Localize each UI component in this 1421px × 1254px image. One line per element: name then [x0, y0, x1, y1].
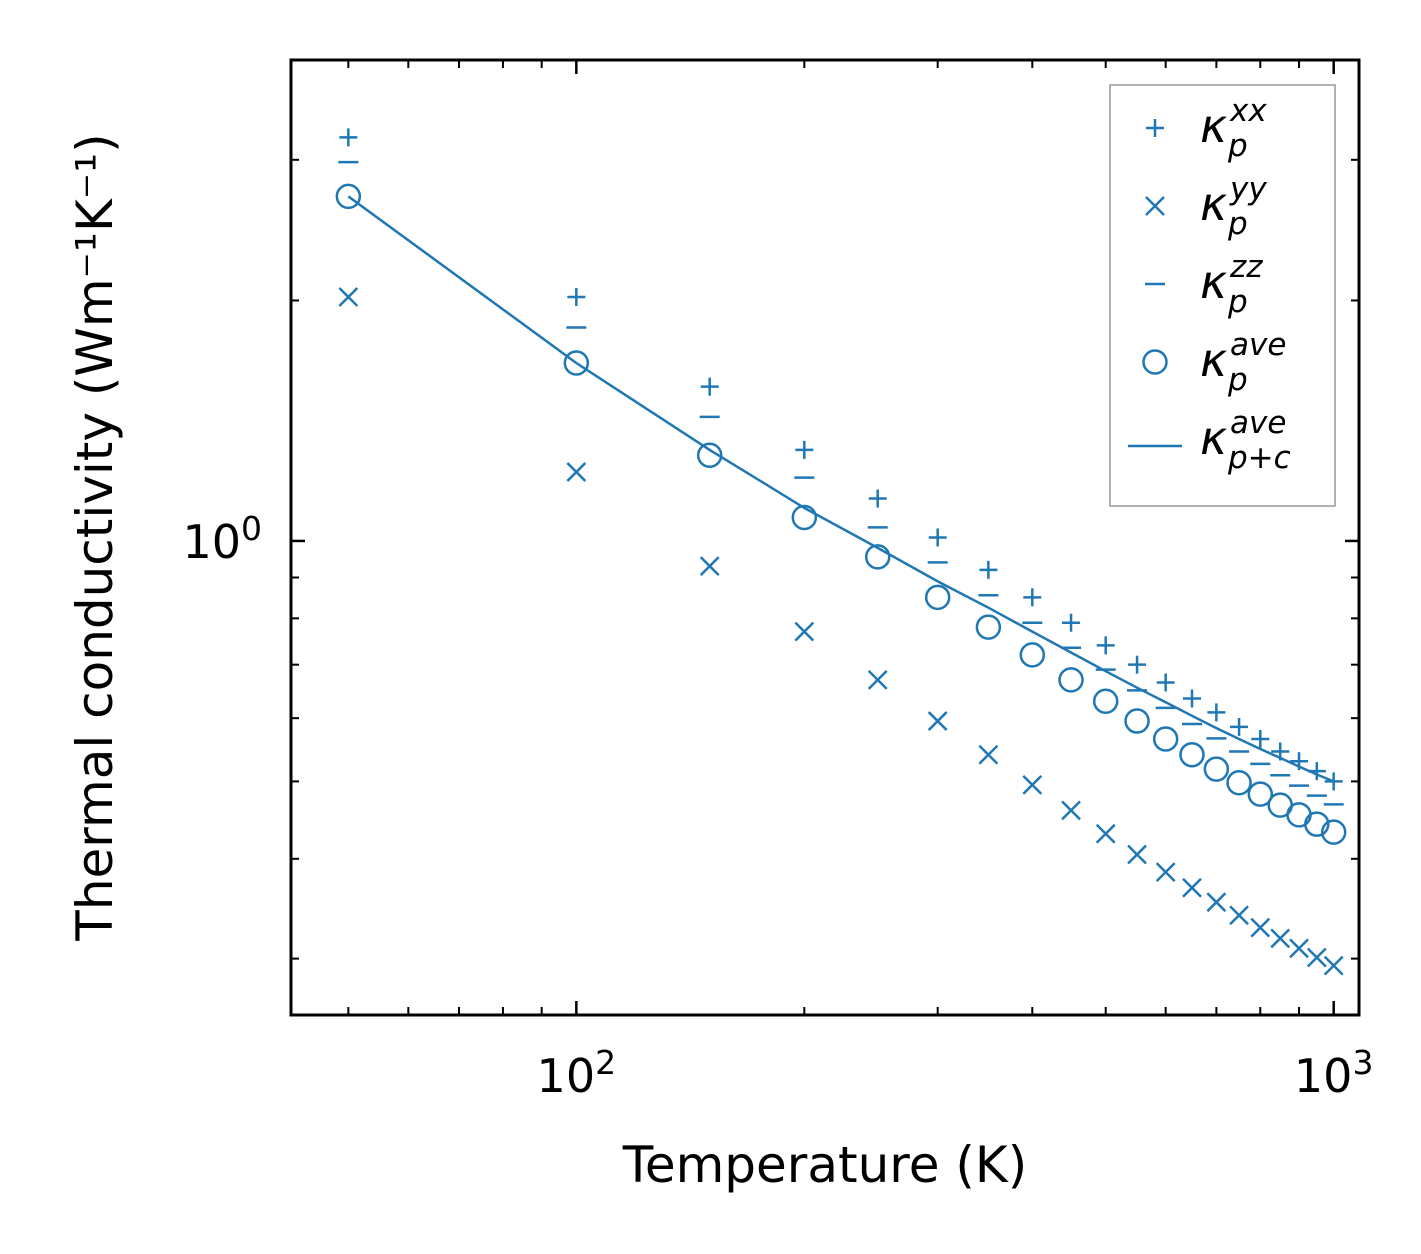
point-xx — [339, 128, 358, 147]
point-ave — [1019, 642, 1046, 668]
series-line-ave_pc — [347, 195, 1335, 783]
point-ave — [1058, 667, 1084, 693]
point-xx — [979, 560, 998, 579]
point-yy — [1289, 938, 1309, 959]
legend-marker-yy — [1145, 196, 1165, 216]
legend-entry-yy: κpyy — [1145, 171, 1267, 242]
point-yy — [1182, 877, 1202, 898]
legend-marker-ave — [1142, 349, 1168, 375]
point-xx — [1207, 703, 1226, 722]
series-xx — [339, 128, 1343, 791]
point-ave — [1092, 688, 1119, 714]
point-xx — [795, 440, 814, 459]
point-yy — [338, 287, 359, 307]
point-ave — [1226, 770, 1252, 796]
point-yy — [1250, 917, 1271, 938]
point-ave — [864, 544, 891, 570]
point-yy — [699, 556, 720, 576]
point-ave — [1179, 741, 1205, 768]
legend-label-zz: κpzz — [1200, 249, 1263, 320]
legend-marker-xx — [1146, 119, 1164, 137]
x-axis-label: Temperature (K) — [622, 1136, 1027, 1194]
point-yy — [1206, 892, 1227, 913]
point-xx — [700, 377, 719, 396]
point-yy — [794, 621, 815, 642]
point-xx — [1156, 673, 1175, 692]
point-xx — [1230, 717, 1249, 736]
point-yy — [1323, 955, 1344, 976]
point-xx — [1182, 689, 1201, 708]
point-yy — [1306, 947, 1327, 968]
legend-entry-ave_pc: κp+cave — [1128, 405, 1291, 476]
series-ave_pc — [347, 195, 1335, 783]
series-zz — [338, 160, 1344, 806]
point-ave — [1124, 708, 1150, 734]
legend-entry-xx: κpxx — [1146, 93, 1267, 164]
point-yy — [867, 669, 888, 690]
y-axis-label: Thermal conductivity (Wm⁻¹K⁻¹) — [66, 133, 124, 941]
point-ave — [1152, 726, 1179, 752]
point-yy — [1155, 862, 1176, 882]
point-yy — [566, 462, 587, 482]
point-yy — [1022, 775, 1043, 795]
point-ave — [696, 442, 723, 469]
point-ave — [975, 614, 1002, 640]
point-ave — [1304, 811, 1330, 837]
point-ave — [1203, 756, 1230, 782]
tick-labels: 102 103 100 — [182, 509, 1373, 1103]
point-yy — [1229, 905, 1249, 926]
x-tick-label: 103 — [1294, 1043, 1374, 1103]
point-xx — [1128, 655, 1147, 674]
point-yy — [1095, 823, 1116, 844]
legend-entry-zz: κpzz — [1145, 249, 1263, 320]
point-ave — [563, 350, 590, 376]
legend-label-ave: κpave — [1200, 327, 1286, 398]
point-xx — [567, 288, 586, 307]
legend-label-ave_pc: κp+cave — [1200, 405, 1291, 476]
point-ave — [1286, 802, 1312, 828]
y-tick-label: 100 — [182, 509, 262, 569]
plot-frame — [289, 58, 1361, 1017]
point-xx — [868, 489, 887, 508]
point-xx — [1023, 588, 1042, 607]
point-xx — [928, 528, 947, 547]
point-yy — [1270, 928, 1291, 949]
point-yy — [1127, 844, 1147, 865]
point-ave — [335, 183, 362, 210]
point-xx — [1062, 613, 1081, 632]
legend-label-xx: κpxx — [1200, 93, 1267, 164]
legend-label-yy: κpyy — [1200, 171, 1267, 242]
point-ave — [791, 504, 818, 531]
point-xx — [1096, 636, 1115, 655]
point-ave — [1247, 781, 1274, 807]
point-xx — [1251, 730, 1270, 749]
point-ave — [1320, 819, 1347, 845]
legend-box — [1109, 84, 1336, 507]
series-ave — [335, 183, 1347, 845]
legend-entry-ave: κpave — [1142, 327, 1286, 398]
point-yy — [927, 711, 948, 731]
point-yy — [1061, 800, 1081, 821]
point-ave — [924, 584, 951, 611]
point-yy — [978, 744, 999, 765]
x-tick-label: 102 — [537, 1043, 617, 1103]
series-yy — [338, 287, 1344, 976]
data-marks — [335, 128, 1347, 976]
